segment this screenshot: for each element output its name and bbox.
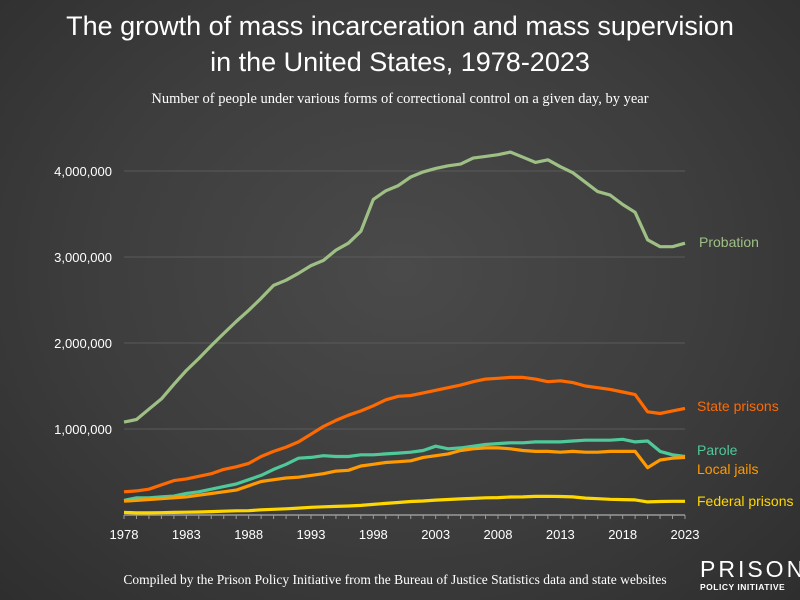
x-tick-label: 2008 — [484, 527, 513, 542]
series-line-state-prisons — [123, 375, 686, 494]
y-tick-label: 1,000,000 — [54, 422, 112, 437]
series-line-probation — [123, 150, 686, 424]
series-label-probation: Probation — [699, 234, 759, 250]
chart-title: The growth of mass incarceration and mas… — [0, 8, 800, 80]
x-tick-label: 2023 — [671, 527, 700, 542]
logo-line-2: POLICY INITIATIVE — [700, 582, 786, 592]
y-tick-label: 4,000,000 — [54, 164, 112, 179]
source-credit: Compiled by the Prison Policy Initiative… — [123, 572, 667, 587]
x-tick-label: 1983 — [172, 527, 201, 542]
prison-policy-initiative-logo: PRISON POLICY INITIATIVE — [700, 557, 800, 593]
x-tick-label: 2018 — [608, 527, 637, 542]
title-line-1: The growth of mass incarceration and mas… — [66, 11, 734, 41]
y-tick-label: 3,000,000 — [54, 250, 112, 265]
title-line-2: in the United States, 1978-2023 — [210, 47, 590, 77]
x-tick-label: 1988 — [234, 527, 263, 542]
series-line-parole — [123, 437, 686, 502]
x-tick-label: 1993 — [297, 527, 326, 542]
x-tick-label: 1978 — [110, 527, 139, 542]
x-tick-label: 2003 — [421, 527, 450, 542]
series-line-federal-prisons — [123, 494, 685, 515]
series-label-local-jails: Local jails — [697, 461, 758, 477]
x-tick-label: 1998 — [359, 527, 388, 542]
chart-subtitle: Number of people under various forms of … — [151, 91, 649, 107]
series-label-parole: Parole — [697, 442, 738, 458]
series-line-local-jails — [123, 446, 686, 503]
series-label-state-prisons: State prisons — [697, 398, 779, 414]
series-label-federal-prisons: Federal prisons — [697, 493, 794, 509]
logo-line-1: PRISON — [700, 556, 800, 582]
y-tick-label: 2,000,000 — [54, 336, 112, 351]
x-tick-label: 2013 — [546, 527, 575, 542]
